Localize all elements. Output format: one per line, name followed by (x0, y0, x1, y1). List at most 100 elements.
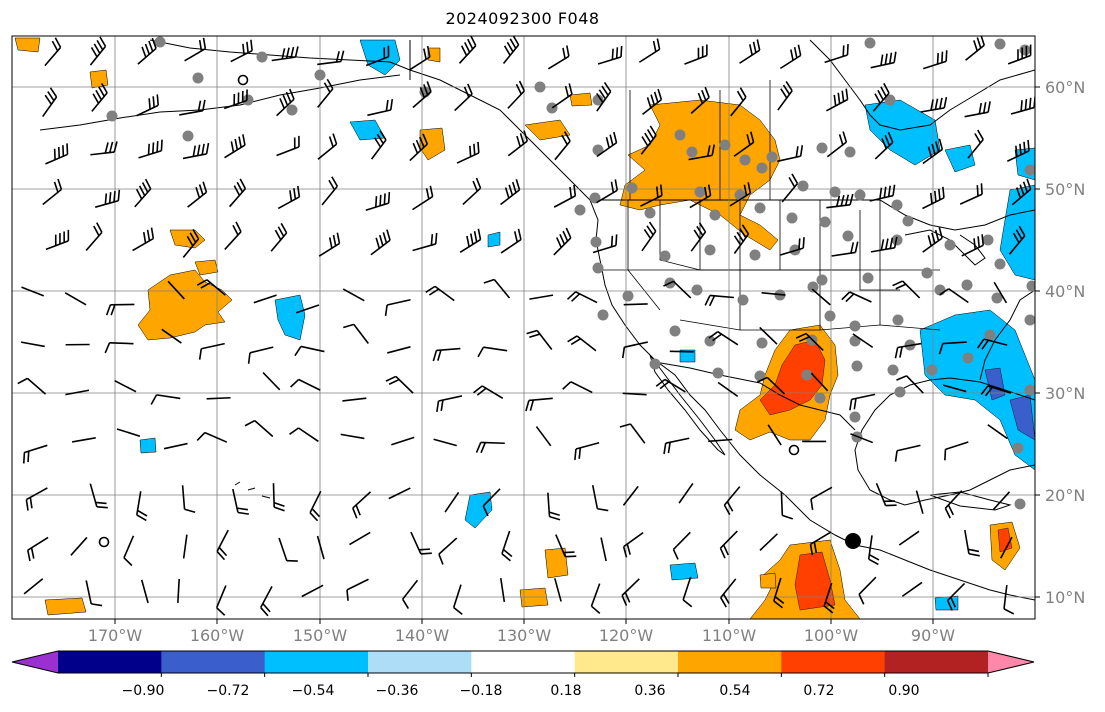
lon-label-110: 110°W (701, 626, 757, 645)
lat-label-50: 50°N (1045, 180, 1086, 199)
wind-barb (663, 437, 690, 455)
wind-barb (483, 278, 511, 299)
lon-label-140: 140°W (394, 626, 450, 645)
colorbar-tick-label: 0.36 (634, 683, 666, 699)
wind-barb (567, 335, 597, 352)
wind-barb (433, 438, 457, 447)
wind-barb (45, 229, 70, 251)
colorbar-tick-label: −0.90 (121, 683, 165, 699)
wind-barb (638, 38, 661, 63)
wind-barb (477, 346, 508, 358)
wind-barb (187, 181, 208, 208)
wind-barb (370, 130, 387, 160)
wind-barb (412, 232, 438, 252)
map-title: 2024092300 F048 (445, 9, 600, 28)
wind-barb (684, 44, 708, 65)
wind-barb (547, 45, 570, 70)
wind-barb (874, 131, 894, 160)
wind-barb (365, 192, 391, 211)
wind-barb (262, 371, 281, 391)
wind-barb (224, 134, 246, 159)
wind-barb (179, 99, 206, 116)
orange-region (524, 119, 571, 141)
wind-barb (640, 184, 663, 207)
wind-barb (811, 288, 831, 306)
cyan-region (669, 562, 699, 581)
wind-barb (105, 303, 135, 316)
wind-barb (554, 578, 562, 602)
lat-label-60: 60°N (1045, 78, 1086, 97)
wind-barb (70, 536, 88, 556)
wind-barb (870, 51, 897, 69)
wind-barb (810, 486, 833, 511)
colorbar-bin (574, 651, 679, 673)
orange-region (569, 92, 593, 107)
wind-barb (387, 346, 411, 354)
wind-barb (622, 392, 647, 396)
wind-barb (271, 46, 299, 62)
wind-barb (454, 83, 473, 112)
wind-barb (290, 378, 321, 391)
wind-barb (228, 178, 247, 208)
wind-barb (964, 101, 991, 118)
wind-barb (177, 578, 180, 603)
orange-region (427, 47, 441, 63)
wind-barb (892, 280, 921, 299)
colorbar-bin (471, 651, 576, 673)
wind-barb (42, 87, 58, 118)
wind-barb (826, 131, 848, 158)
graticule (12, 36, 1035, 619)
wind-barb (922, 138, 944, 165)
wind-barb (869, 184, 896, 202)
north-america-west-coast (409, 69, 1035, 601)
cyan-region (274, 294, 306, 341)
wind-barb (964, 529, 980, 557)
wind-barb (826, 88, 849, 112)
wind-barb (946, 582, 966, 611)
wind-barb (999, 536, 1013, 559)
orange-region (137, 269, 233, 341)
wind-barb (901, 581, 923, 597)
wind-barb (482, 488, 501, 517)
wind-barb (623, 303, 648, 306)
wind-barb (276, 88, 295, 117)
wind-barb (230, 39, 253, 63)
wind-barb (592, 234, 618, 254)
wind-barb (858, 576, 877, 605)
wind-barb (20, 341, 45, 348)
lon-label-130: 130°W (496, 626, 552, 645)
wind-barb (574, 441, 600, 461)
wind-barb (318, 232, 341, 257)
wind-barb (942, 384, 967, 393)
colorbar-bin (678, 651, 782, 673)
colorbar-tick-label: 0.54 (719, 683, 751, 699)
colorbar-arrow-left (12, 651, 58, 673)
wind-barb (295, 304, 320, 314)
lon-label-90: 90°W (910, 626, 956, 645)
wind-barb (458, 36, 477, 64)
wind-barb (501, 530, 513, 562)
wind-barb (161, 328, 182, 344)
wind-barbs (17, 36, 1035, 617)
wind-barb (733, 224, 750, 254)
wind-barb (502, 36, 520, 65)
wind-barb (773, 577, 785, 609)
wind-barb (562, 381, 593, 394)
orange-region (519, 587, 549, 608)
wind-barb (723, 486, 741, 516)
wind-barb (507, 80, 526, 109)
coastlines (39, 39, 1035, 601)
wind-barb (551, 83, 573, 109)
wind-barb (137, 37, 157, 65)
wind-barb (826, 193, 854, 209)
wind-barb (852, 333, 874, 349)
wind-barb (944, 490, 963, 519)
colorbar-bin (368, 651, 472, 673)
wind-barb (875, 483, 897, 507)
wind-barb (1006, 139, 1030, 162)
cyan-region (944, 144, 976, 173)
wind-barb (278, 537, 298, 562)
wind-barb (596, 131, 618, 158)
wind-barb (384, 298, 411, 316)
wind-barb (831, 241, 859, 257)
